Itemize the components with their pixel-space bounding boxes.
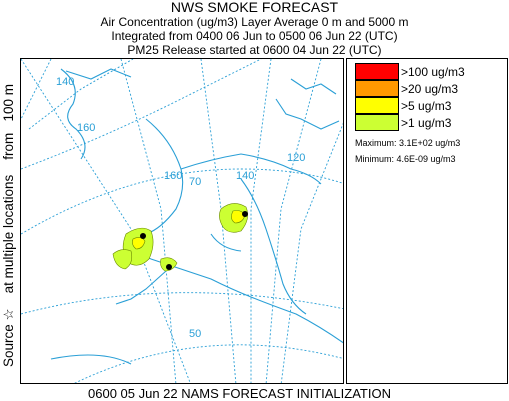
- legend-item: >5 ug/m3: [355, 97, 451, 114]
- grid-line: [250, 59, 272, 383]
- legend-swatch: [355, 63, 399, 80]
- alaska-north-coast: [180, 153, 322, 185]
- legend-panel: >100 ug/m3 >20 ug/m3 >5 ug/m3 >1 ug/m3 M…: [346, 58, 508, 384]
- integration-period: Integrated from 0400 06 Jun to 0500 06 J…: [111, 29, 398, 43]
- siberia-coast: [60, 68, 86, 160]
- star-icon: ☆: [1, 308, 16, 321]
- smoke-plumes: [112, 203, 248, 272]
- from-word: from: [1, 132, 16, 160]
- legend-item: >20 ug/m3: [355, 80, 458, 97]
- height-text: 100 m: [1, 83, 16, 122]
- grid-line: [21, 59, 52, 120]
- grid-label: 50: [189, 328, 201, 340]
- grid-label: 70: [189, 176, 201, 188]
- grid-line: [120, 59, 177, 383]
- concentration-subtitle: Air Concentration (ug/m3) Layer Average …: [100, 15, 409, 29]
- source-word: Source: [1, 324, 16, 367]
- source-side-label: Source ☆ at multiple locations from 100 …: [1, 83, 17, 367]
- legend-label: >5 ug/m3: [401, 98, 452, 113]
- legend-swatch: [355, 114, 399, 131]
- grid-line: [28, 59, 134, 130]
- map-panel: 140 160 140 160 70 120 50: [20, 58, 344, 384]
- grid-label: 160: [164, 170, 182, 182]
- smoke-plume: [112, 249, 133, 270]
- legend-item: >100 ug/m3: [355, 63, 465, 80]
- alaska-south-coast: [150, 258, 343, 344]
- grid-label: 120: [287, 152, 305, 164]
- grid-label: 160: [77, 122, 95, 134]
- map-title: NWS SMOKE FORECAST: [170, 0, 339, 15]
- grid-label: 140: [56, 76, 74, 88]
- legend-label: >20 ug/m3: [401, 81, 459, 96]
- legend-swatch: [355, 97, 399, 114]
- grid-line: [21, 59, 191, 383]
- graticule: [21, 59, 343, 383]
- arctic-islands: [275, 98, 340, 130]
- legend-label: >100 ug/m3: [401, 64, 465, 79]
- source-marker: [242, 211, 248, 217]
- grid-line: [265, 59, 322, 383]
- map-canvas: 140 160 140 160 70 120 50: [21, 59, 343, 383]
- smoke-plume-core: [231, 210, 246, 224]
- coastline: [50, 68, 343, 365]
- grid-line: [21, 168, 343, 235]
- grid-line: [21, 292, 343, 315]
- arctic-islands: [290, 78, 337, 95]
- forecast-initialization: 0600 05 Jun 22 NAMS FORECAST INITIALIZAT…: [88, 386, 391, 401]
- source-marker: [166, 264, 172, 270]
- release-start: PM25 Release started at 0600 04 Jun 22 (…: [127, 43, 382, 57]
- grid-labels: 140 160 140 160 70 120 50: [56, 76, 305, 340]
- grid-line: [200, 59, 237, 383]
- grid-line: [74, 344, 343, 383]
- legend-swatch: [355, 80, 399, 97]
- legend-item: >1 ug/m3: [355, 114, 451, 131]
- alaska-peninsula: [115, 270, 167, 305]
- source-marker: [140, 233, 146, 239]
- coast-segment: [50, 354, 132, 365]
- border-line: [240, 178, 307, 315]
- coast-segment: [210, 233, 242, 252]
- source-markers: [140, 211, 248, 270]
- maximum-value: Maximum: 3.1E+02 ug/m3: [355, 138, 461, 148]
- locations-text: at multiple locations: [1, 174, 16, 294]
- minimum-value: Minimum: 4.6E-09 ug/m3: [355, 154, 456, 164]
- smoke-plume-core: [132, 237, 146, 250]
- grid-label: 140: [236, 170, 254, 182]
- coast-segment: [65, 68, 132, 80]
- legend-label: >1 ug/m3: [401, 115, 452, 130]
- grid-line: [21, 59, 262, 170]
